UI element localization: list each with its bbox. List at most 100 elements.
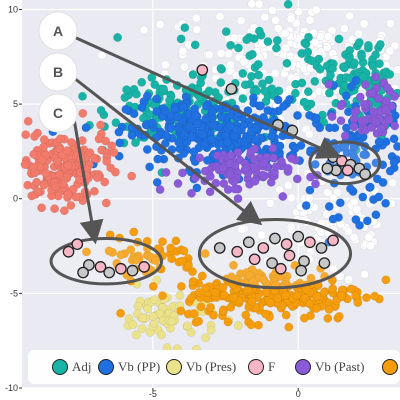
scatter-point [355,220,365,230]
scatter-point [184,260,193,270]
scatter-point [303,47,313,57]
highlight-point [231,245,244,258]
scatter-point [339,24,349,33]
scatter-point [174,137,184,147]
scatter-point [233,321,243,331]
scatter-point [50,204,60,214]
highlight-point [280,238,293,251]
scatter-point [240,137,250,147]
scatter-point [390,92,400,101]
scatter-point [206,302,216,312]
scatter-point [261,287,271,297]
scatter-point [116,250,126,260]
scatter-point [312,303,321,313]
scatter-point [171,236,181,246]
scatter-point [336,101,346,111]
scatter-point [354,29,363,39]
scatter-point [231,125,241,135]
scatter-point [328,284,338,294]
x-tick-label: -5 [149,389,157,399]
scatter-point [131,330,141,340]
highlight-point [77,266,89,279]
scatter-point [249,162,259,172]
y-tick-label: -10 [5,383,18,393]
scatter-point [190,40,200,50]
scatter-point [183,321,192,331]
scatter-point [322,209,332,219]
highlight-points [62,64,371,279]
scatter-point [152,94,162,104]
scatter-point [93,173,102,183]
highlight-point [341,164,354,177]
scatter-point [233,43,243,53]
scatter-point [196,78,206,88]
scatter-point [238,94,248,104]
scatter-point [359,99,369,109]
scatter-point [59,206,69,216]
scatter-point [67,138,76,147]
scatter-point [349,232,359,242]
scatter-point [242,35,252,45]
scatter-point [39,180,49,190]
scatter-point [159,84,168,94]
scatter-point [319,287,329,297]
scatter-point [177,256,187,266]
callout-arrow-c [72,118,104,245]
scatter-point [256,101,265,111]
scatter-point [138,313,148,323]
scatter-point [381,275,391,285]
scatter-point [292,174,302,184]
scatter-point [386,19,396,28]
scatter-point [271,15,281,25]
scatter-point [155,185,165,195]
scatter-point [137,324,147,334]
scatter-point [334,34,344,44]
highlight-point [274,262,287,275]
scatter-point [191,111,201,121]
scatter-point [266,298,276,307]
scatter-point [226,40,236,50]
scatter-point [351,76,361,85]
scatter-point [254,0,264,9]
scatter-point [229,177,239,187]
scatter-point [263,37,273,47]
scatter-point [101,136,111,146]
scatter-point [246,320,256,330]
scatter-point [362,216,372,226]
scatter-point [374,137,384,147]
highlight-point [304,236,316,249]
scatter-point [33,187,43,197]
highlight-point [71,238,84,251]
scatter-point [219,290,229,300]
highlight-point [62,245,75,258]
scatter-point [192,183,202,193]
scatter-point [124,314,134,324]
scatter-point [267,131,276,141]
x-tick-label: 0 [296,389,301,399]
legend-label: Adj [72,359,92,374]
scatter-point [280,28,290,38]
scatter-point [337,290,346,300]
scatter-point [311,5,321,15]
scatter-point [20,160,30,169]
scatter-point [279,102,288,111]
scatter-point [186,293,196,303]
scatter-point [376,123,386,133]
scatter-point [273,95,283,105]
scatter-point [323,313,333,323]
scatter-point [281,290,290,300]
scatter-point [385,69,395,79]
scatter-point [225,121,235,131]
scatter-point [324,80,334,89]
scatter-point [107,141,117,151]
y-tick-label: 5 [13,99,18,109]
scatter-point [37,203,47,213]
highlight-point [295,264,307,277]
scatter-point [270,68,280,78]
scatter-point [161,167,171,177]
scatter-point [192,25,202,34]
scatter-point [145,162,155,172]
scatter-point [173,179,183,188]
scatter-point [239,57,249,67]
